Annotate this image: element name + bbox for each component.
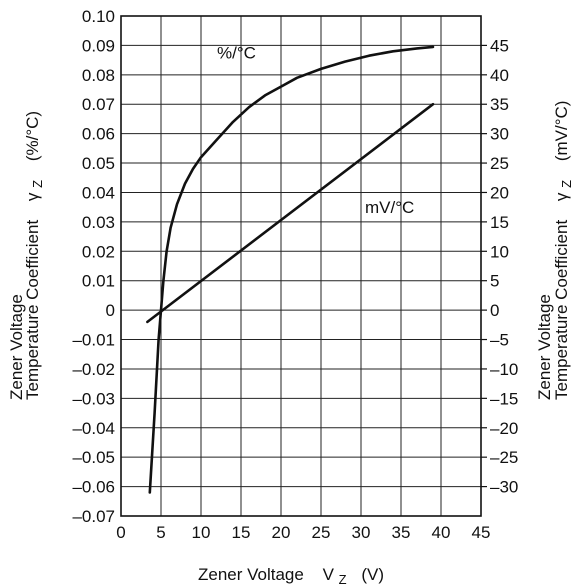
y-left-tick-label: –0.04 (72, 419, 115, 438)
svg-text:Zener Voltage: Zener Voltage (7, 294, 26, 400)
y-left-tick-label: 0.04 (82, 183, 115, 202)
plot-frame (120, 15, 482, 517)
y-right-tick-label: –5 (490, 331, 509, 350)
y-left-tick-label: 0.03 (82, 213, 115, 232)
y-axis-left-title: Zener Voltage Temperature Coefficient γ … (7, 111, 46, 400)
y-left-tick-label: –0.02 (72, 360, 115, 379)
y-right-tick-label: 45 (490, 36, 509, 55)
y-right-tick-label: 0 (490, 301, 499, 320)
x-tick-label: 30 (352, 523, 371, 542)
y-left-tick-label: –0.07 (72, 507, 115, 526)
series-label: %/°C (217, 44, 256, 63)
x-tick-label: 0 (116, 523, 125, 542)
y-left-tick-label: 0.09 (82, 36, 115, 55)
series-label: mV/°C (365, 198, 414, 217)
y-right-tick-label: 10 (490, 242, 509, 261)
y-right-tick-label: –20 (490, 419, 518, 438)
y-left-tick-label: 0.05 (82, 154, 115, 173)
y-left-tick-label: –0.01 (72, 331, 115, 350)
y-axis-right-title: Zener Voltage Temperature Coefficient γ … (535, 101, 575, 400)
y-left-tick-label: –0.05 (72, 448, 115, 467)
y-right-title-line2: Temperature Coefficient (552, 220, 571, 400)
x-tick-label: 45 (472, 523, 491, 542)
y-right-tick-label: 25 (490, 154, 509, 173)
y-right-tick-label: 35 (490, 95, 509, 114)
y-right-tick-label: 40 (490, 66, 509, 85)
grid (120, 15, 482, 517)
y-left-tick-label: 0.06 (82, 125, 115, 144)
x-tick-label: 10 (192, 523, 211, 542)
series-line-mv-per-c (146, 102, 435, 324)
y-right-tick-label: 5 (490, 272, 499, 291)
y-left-unit: (%/°C) (23, 111, 42, 161)
x-tick-label: 40 (432, 523, 451, 542)
y-right-tick-label: –15 (490, 389, 518, 408)
y-right-tick-label: 20 (490, 183, 509, 202)
series-layer (146, 45, 435, 494)
y-right-tick-label: 15 (490, 213, 509, 232)
y-left-tick-label: –0.06 (72, 478, 115, 497)
y-left-tick-label: 0 (106, 301, 115, 320)
y-right-unit: (mV/°C) (552, 101, 571, 162)
y-right-title-line1: Zener Voltage (535, 294, 554, 400)
tick-labels: 0 5 10 15 20 25 30 35 40 45 0.10 0.09 0.08 0.07 0.06 0.… (72, 7, 518, 542)
x-tick-label: 15 (232, 523, 251, 542)
x-axis-unit: (V) (361, 565, 384, 584)
x-tick-label: 35 (392, 523, 411, 542)
y-right-tick-label: –25 (490, 448, 518, 467)
y-right-symbol-sub: Z (559, 180, 574, 188)
y-left-tick-label: 0.08 (82, 66, 115, 85)
y-left-title-line1: Zener Voltage (7, 294, 26, 400)
svg-text:Zener Voltage: Zener Voltage (535, 294, 554, 400)
y-left-tick-label: 0.07 (82, 95, 115, 114)
x-axis-symbol: V (323, 565, 335, 584)
y-left-tick-label: –0.03 (72, 389, 115, 408)
x-axis-title-text: Zener Voltage (198, 565, 304, 584)
svg-text:Temperature Coefficient: Temperature Coefficient γ Z (mV/°C) (552, 101, 575, 400)
y-right-tick-label: 30 (490, 125, 509, 144)
x-tick-label: 20 (272, 523, 291, 542)
annotations: %/°C mV/°C (217, 44, 414, 217)
svg-text:Temperature Coefficient: Temperature Coefficient γ Z (%/°C) (23, 111, 46, 400)
x-tick-label: 25 (312, 523, 331, 542)
series-line-percent-per-c (148, 45, 435, 494)
y-right-tick-label: –10 (490, 360, 518, 379)
y-right-tick-label: –30 (490, 478, 518, 497)
y-left-symbol-sub: Z (30, 180, 45, 188)
y-right-symbol: γ (552, 192, 571, 201)
x-tick-label: 5 (156, 523, 165, 542)
y-left-tick-label: 0.02 (82, 242, 115, 261)
y-left-title-line2: Temperature Coefficient (23, 220, 42, 400)
x-axis-symbol-sub: Z (339, 572, 347, 587)
y-left-tick-label: 0.01 (82, 272, 115, 291)
y-left-tick-label: 0.10 (82, 7, 115, 26)
y-left-symbol: γ (23, 192, 42, 201)
x-axis-title: Zener Voltage V Z (V) (198, 565, 384, 588)
